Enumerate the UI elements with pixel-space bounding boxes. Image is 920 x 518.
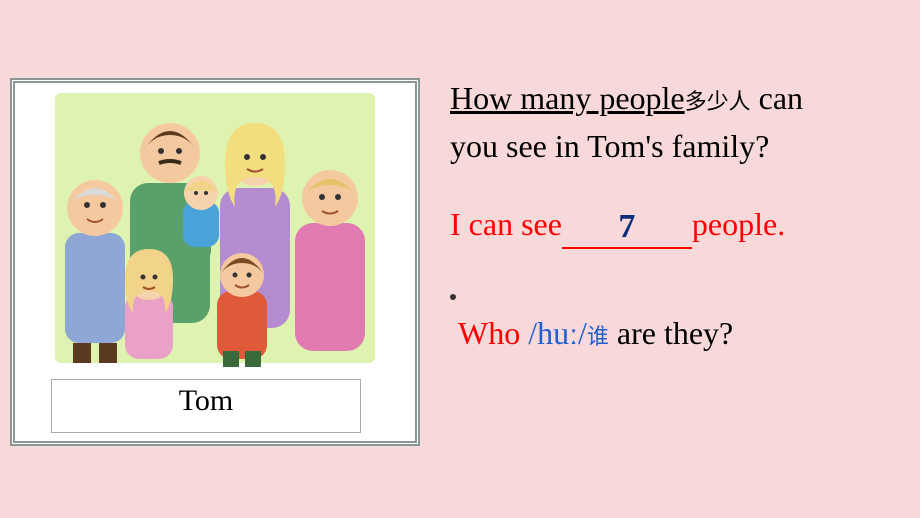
person-boy-tom	[217, 253, 267, 367]
who-phonetic: /huː/	[528, 315, 587, 351]
person-baby	[183, 176, 219, 247]
person-girl	[125, 249, 173, 359]
answer-blank: 7	[562, 202, 692, 249]
family-illustration	[25, 93, 405, 373]
who-rest: are they?	[609, 315, 733, 351]
who-phonetic-cjk: 谁	[587, 324, 609, 349]
photo-caption: Tom	[51, 379, 361, 433]
who-word: Who	[458, 315, 528, 351]
person-grandmother	[295, 170, 365, 351]
question-rest-b: you see in Tom's family?	[450, 128, 769, 164]
person-grandfather	[65, 180, 125, 363]
family-photo-frame: Tom	[10, 78, 420, 446]
answer-prefix: I can see	[450, 206, 562, 242]
answer-suffix: people.	[692, 206, 785, 242]
text-content: How many people多少人 can you see in Tom's …	[450, 76, 910, 359]
answer-line: I can see 7 people.	[450, 202, 910, 249]
question-underlined: How many people	[450, 80, 685, 116]
question-line: How many people多少人 can you see in Tom's …	[450, 76, 910, 168]
who-line: Who /huː/谁 are they?	[458, 311, 910, 359]
question-rest-a: can	[751, 80, 803, 116]
bullet-dot	[450, 294, 456, 300]
answer-value: 7	[618, 208, 635, 245]
question-cjk-annotation: 多少人	[685, 89, 751, 114]
